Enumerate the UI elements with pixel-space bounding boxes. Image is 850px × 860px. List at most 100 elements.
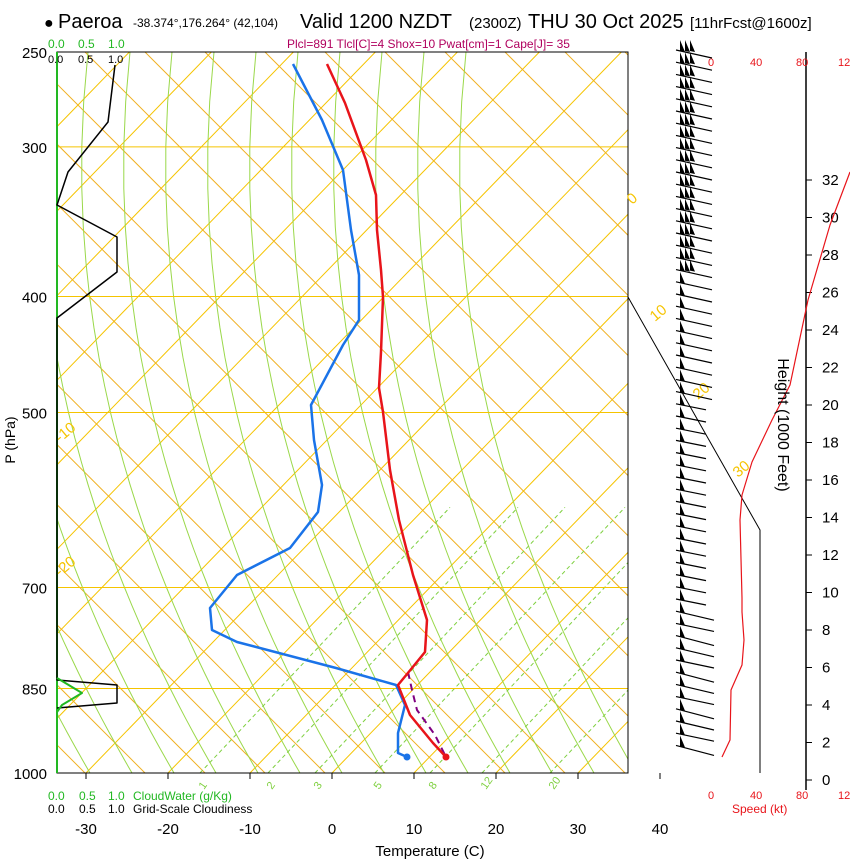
- header-utc: (2300Z): [469, 15, 522, 32]
- moist-adiabat-line: [333, 52, 511, 773]
- header-forecast: [11hrFcst@1600z]: [690, 15, 812, 32]
- isotherm-label: 0: [624, 190, 641, 208]
- moist-adiabat-line: [417, 52, 595, 773]
- isotherm-line: [57, 52, 376, 381]
- wind-barb-flag: [680, 625, 685, 638]
- height-tick-label: 26: [822, 285, 839, 302]
- wind-barb-flag: [680, 186, 685, 199]
- pressure-tick-label: 250: [22, 45, 47, 62]
- wind-barb-flag: [690, 137, 695, 150]
- speed-top-tick-1: 40: [750, 57, 762, 69]
- wind-barb-flag: [680, 101, 685, 113]
- cloudwater-top-tick-0: 0.0: [48, 37, 65, 51]
- dry-adiabat-line: [624, 52, 628, 56]
- height-tick-label: 18: [822, 435, 839, 452]
- mixing-ratio-line: [314, 506, 566, 773]
- wind-barb-flag: [680, 296, 685, 309]
- wind-barb-flag: [680, 528, 685, 540]
- x-tick-label: 0: [328, 821, 336, 838]
- isotherm-label: -20: [52, 553, 80, 580]
- cloudwater-tick-1: 0.5: [79, 789, 96, 803]
- height-tick-label: 24: [822, 322, 839, 339]
- wind-barb-flag: [680, 332, 685, 345]
- wind-barb-flag: [690, 174, 695, 187]
- wind-barb-flag: [680, 162, 685, 174]
- wind-barb-flag: [680, 223, 685, 235]
- wind-barb-flag: [680, 430, 685, 443]
- dry-adiabat-line: [324, 52, 628, 357]
- wind-barb-flag: [685, 125, 690, 138]
- cloudiness-tick-1: 0.5: [79, 802, 96, 816]
- wind-barb-flag: [685, 88, 690, 101]
- wind-barb: [675, 635, 715, 647]
- surface-temperature-dot: [442, 753, 450, 761]
- moist-adiabat-line: [291, 52, 469, 773]
- wind-barb-flag: [690, 198, 695, 211]
- height-tick-label: 20: [822, 397, 839, 414]
- mixing-ratio-line: [481, 617, 628, 773]
- cloudiness-top-tick-1: 0.5: [78, 54, 93, 66]
- isotherm-line: [331, 467, 628, 773]
- wind-barb-flag: [680, 149, 685, 162]
- wind-barb-flag: [690, 76, 695, 89]
- wind-barb-flag: [680, 284, 685, 296]
- wind-barb-flag: [680, 259, 685, 272]
- mixing-ratio-label: 3: [312, 780, 325, 792]
- header-location: Paeroa: [58, 11, 123, 33]
- mixing-ratio-line: [429, 561, 628, 773]
- wind-barb-flag: [680, 662, 685, 675]
- wind-barb-flag: [685, 186, 690, 199]
- wind-barb-flag: [680, 552, 685, 565]
- wind-barb-flag: [680, 454, 685, 467]
- wind-barb-flag: [685, 247, 690, 260]
- wind-barb-flag: [685, 40, 690, 52]
- wind-barb-flag: [680, 345, 685, 357]
- height-tick-label: 12: [822, 547, 839, 564]
- wind-barb-flag: [685, 162, 690, 174]
- height-tick-label: 4: [822, 697, 830, 714]
- wind-barb-flag: [680, 698, 685, 711]
- cloudwater-profile-line: [56, 677, 83, 713]
- wind-barb: [675, 647, 715, 658]
- height-tick-label: 10: [822, 585, 839, 602]
- moist-adiabat-line: [81, 52, 259, 773]
- wind-barb-flag: [680, 479, 685, 492]
- wind-barb-flag: [680, 674, 685, 687]
- pressure-tick-label: 850: [22, 681, 47, 698]
- wind-barb-flag: [680, 601, 685, 614]
- moist-adiabat-line: [57, 625, 133, 773]
- cloudiness-top-tick-0: 0.0: [48, 54, 63, 66]
- speed-bottom-tick-1: 40: [750, 790, 762, 802]
- wind-barb-flag: [685, 259, 690, 272]
- mixing-ratio-label: 20: [547, 775, 564, 792]
- wind-barb-flag: [680, 515, 685, 528]
- header-date: THU 30 Oct 2025: [528, 11, 684, 33]
- wind-barb-flag: [690, 52, 695, 65]
- mixing-ratio-label: 8: [427, 780, 440, 792]
- x-axis-title: Temperature (C): [375, 843, 484, 860]
- mixing-ratio-line: [374, 506, 626, 773]
- cloudwater-label: CloudWater (g/Kg): [133, 789, 232, 803]
- cloudwater-top-tick-2: 1.0: [108, 37, 125, 51]
- wind-barb-flag: [685, 210, 690, 223]
- moist-adiabat-line: [459, 52, 628, 761]
- cloudwater-tick-0: 0.0: [48, 789, 65, 803]
- dewpoint-profile-line: [208, 63, 408, 759]
- wind-barb-flag: [680, 235, 685, 248]
- dry-adiabat-line: [384, 52, 628, 297]
- height-tick-label: 22: [822, 360, 839, 377]
- wind-barb-flag: [680, 198, 685, 211]
- wind-barb-flag: [680, 64, 685, 77]
- wind-barb-flag: [685, 113, 690, 126]
- moist-adiabat-line: [57, 354, 217, 773]
- wind-barb-flag: [680, 125, 685, 138]
- height-tick-label: 16: [822, 472, 839, 489]
- wind-barb-flag: [680, 393, 685, 406]
- x-tick-label: 30: [570, 821, 587, 838]
- isotherm-line: [57, 52, 212, 212]
- wind-barb: [675, 671, 715, 683]
- header-indices: Plcl=891 Tlcl[C]=4 Shox=10 Pwat[cm]=1 Ca…: [287, 37, 570, 51]
- temperature-profile-line: [325, 63, 447, 758]
